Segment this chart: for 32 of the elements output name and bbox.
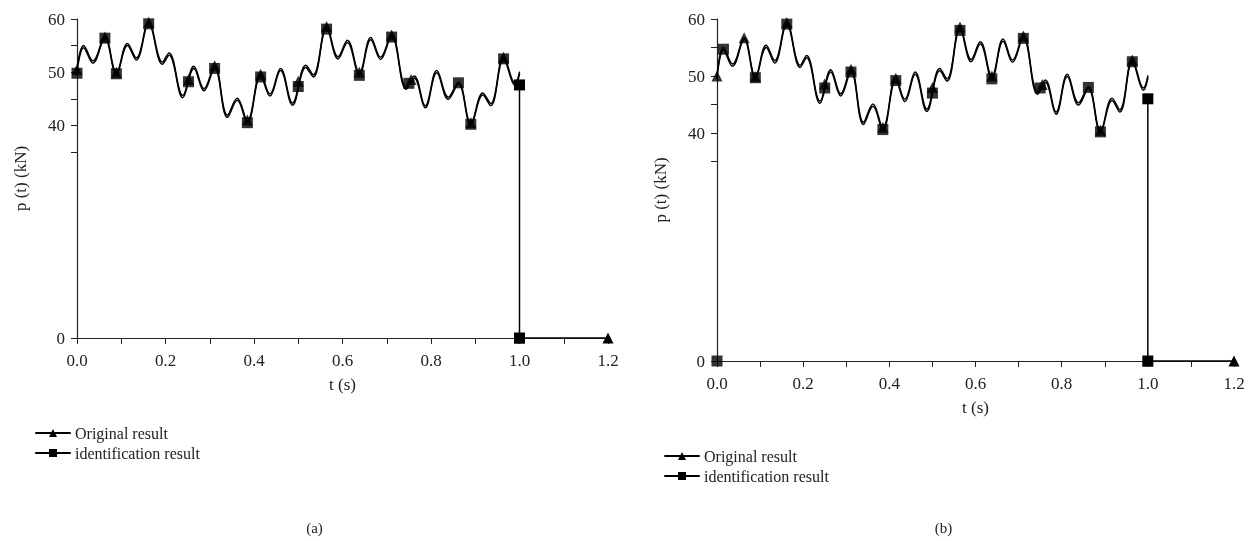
x-tick-label: 1.0 <box>508 351 531 370</box>
y-tick-label: 60 <box>688 9 705 29</box>
x-tick-label: 0.8 <box>420 351 442 370</box>
y-axis-title: p (t) (kN) <box>651 157 670 223</box>
x-axis-title: t (s) <box>962 398 989 417</box>
x-tick-label: 0.8 <box>1051 374 1073 393</box>
x-axis-title: t (s) <box>329 375 356 394</box>
x-tick-label: 1.2 <box>1223 374 1245 393</box>
legend-label: Original result <box>75 424 169 443</box>
text: (b) <box>934 519 953 537</box>
x-tick-label: 0.0 <box>706 374 728 393</box>
y-tick-label: 40 <box>48 115 65 135</box>
x-tick-label: 0.0 <box>66 351 88 370</box>
x-tick-label: 0.6 <box>331 351 354 370</box>
y-tick-label: 0 <box>56 328 65 348</box>
x-tick-label: 1.0 <box>1137 374 1159 393</box>
y-tick-label: 40 <box>688 123 705 143</box>
y-tick-label: 50 <box>688 66 705 86</box>
y-tick-label: 50 <box>48 62 65 82</box>
text: (a) <box>306 519 323 537</box>
x-tick-label: 0.6 <box>964 374 987 393</box>
y-tick-label: 60 <box>48 9 65 29</box>
legend-label: identification result <box>704 467 830 485</box>
x-tick-label: 0.2 <box>792 374 814 393</box>
x-tick-label: 1.2 <box>597 351 619 370</box>
legend-label: identification result <box>75 444 201 462</box>
y-axis-title: p (t) (kN) <box>11 145 30 212</box>
x-tick-label: 0.4 <box>243 351 266 370</box>
y-tick-label: 0 <box>696 351 705 371</box>
legend-label: Original result <box>704 447 798 466</box>
x-tick-label: 0.2 <box>154 351 177 370</box>
x-tick-label: 0.4 <box>878 374 901 393</box>
